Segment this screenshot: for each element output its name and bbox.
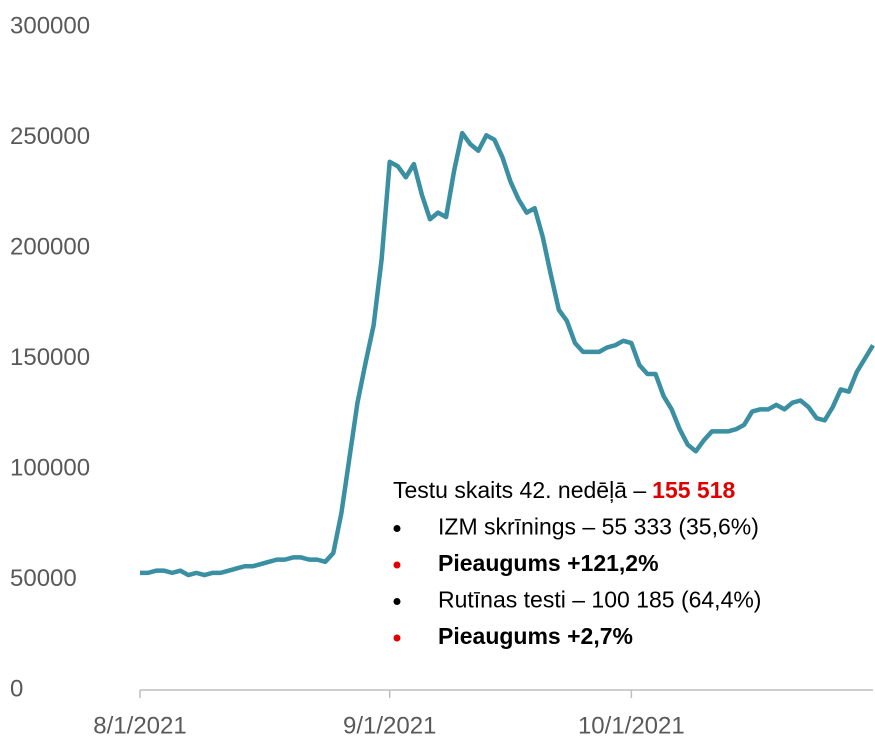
y-tick-label: 300000 <box>10 12 90 39</box>
x-tick-label: 8/1/2021 <box>93 712 186 739</box>
y-tick-label: 50000 <box>10 565 77 592</box>
annotation-bullet: IZM skrīnings – 55 333 (35,6%) <box>438 514 759 540</box>
annotation-bullet: Pieaugums +121,2% <box>438 550 659 576</box>
bullet <box>393 598 401 605</box>
annotation-bullet: Pieaugums +2,7% <box>438 623 633 649</box>
y-tick-label: 100000 <box>10 454 90 481</box>
annotation-bullet: Rutīnas testi – 100 185 (64,4%) <box>438 587 761 613</box>
line <box>140 130 875 578</box>
annotation-title: Testu skaits 42. nedēļā –155 518 <box>393 477 736 503</box>
x-tick-label: 10/1/2021 <box>578 712 685 739</box>
y-tick-label: 200000 <box>10 233 90 260</box>
x-tick-label: 9/1/2021 <box>343 712 436 739</box>
annotation-title-text: Testu skaits 42. nedēļā – <box>393 477 646 503</box>
bullet <box>393 561 401 569</box>
bullet <box>393 525 401 532</box>
bullet <box>393 634 401 642</box>
y-tick-label: 0 <box>10 675 23 702</box>
y-tick-label: 150000 <box>10 344 90 371</box>
y-tick-label: 250000 <box>10 123 90 150</box>
annotation-title-value: 155 518 <box>652 477 735 503</box>
